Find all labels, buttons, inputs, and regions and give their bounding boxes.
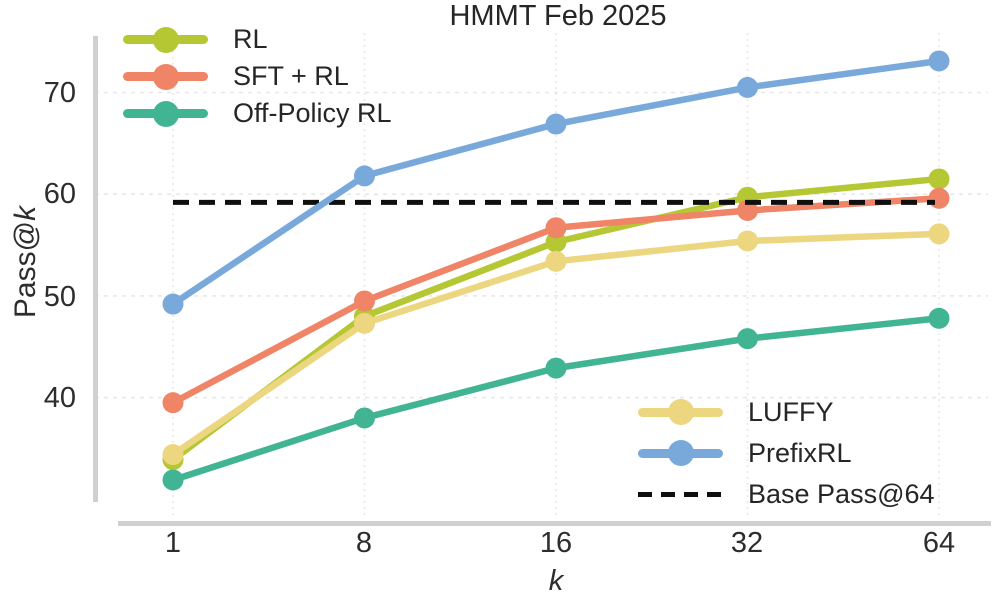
data-point-off-policy-rl-k16	[545, 357, 567, 379]
y-tick-50: 50	[43, 281, 76, 313]
data-point-sft-rl-k16	[545, 217, 567, 239]
legend-label-rl: RL	[233, 24, 268, 54]
data-point-rl-k64	[928, 168, 950, 190]
data-point-off-policy-rl-k8	[354, 407, 375, 429]
data-point-luffy-k1	[162, 444, 184, 466]
x-tick-1: 1	[164, 527, 182, 559]
x-tick-8: 8	[355, 527, 373, 559]
x-tick-32: 32	[730, 527, 764, 559]
legend-item-rl: RL	[123, 25, 392, 54]
rl-series-marker	[123, 26, 208, 54]
data-point-off-policy-rl-k1	[162, 469, 184, 491]
legend-label-sft-rl: SFT + RL	[233, 61, 349, 91]
data-point-prefixrl-k8	[354, 165, 375, 187]
x-axis-label: k	[548, 565, 564, 597]
legend-item-sft-rl: SFT + RL	[123, 62, 392, 91]
data-point-luffy-k64	[928, 223, 950, 245]
data-point-sft-rl-k64	[928, 187, 950, 209]
data-point-sft-rl-k1	[162, 392, 184, 414]
data-point-sft-rl-k8	[354, 290, 375, 312]
y-tick-60: 60	[43, 178, 76, 210]
chart-title: HMMT Feb 2025	[449, 0, 667, 32]
legend-item-prefixrl: PrefixRL	[638, 438, 935, 468]
x-tick-64: 64	[922, 527, 956, 559]
legend-label-luffy: LUFFY	[748, 396, 834, 427]
data-point-prefixrl-k64	[928, 50, 950, 72]
prefixrl-series-marker	[638, 439, 723, 467]
luffy-series-marker	[638, 398, 723, 426]
data-point-prefixrl-k16	[545, 113, 567, 135]
data-point-luffy-k8	[354, 312, 375, 334]
legend-label-prefixrl: PrefixRL	[748, 437, 852, 468]
data-point-sft-rl-k32	[737, 199, 758, 221]
y-tick-40: 40	[43, 382, 76, 414]
data-point-off-policy-rl-k64	[928, 307, 950, 329]
data-point-prefixrl-k32	[737, 76, 758, 98]
base-pass-64-dashed-marker	[638, 480, 723, 508]
x-tick-16: 16	[539, 527, 573, 559]
sft-rl-series-marker	[123, 63, 208, 91]
data-point-luffy-k32	[737, 230, 758, 252]
off-policy-rl-series-marker	[123, 100, 208, 128]
legend-label-base-pass-64: Base Pass@64	[748, 478, 935, 509]
data-point-off-policy-rl-k32	[737, 328, 758, 350]
data-point-prefixrl-k1	[162, 293, 184, 315]
y-tick-70: 70	[43, 77, 76, 109]
legend-item-base-pass-64: Base Pass@64	[638, 479, 935, 509]
legend-item-luffy: LUFFY	[638, 397, 935, 427]
data-point-luffy-k16	[545, 250, 567, 272]
legend-bottom-right: LUFFY PrefixRL Base Pass@64	[638, 397, 935, 509]
legend-item-off-policy-rl: Off-Policy RL	[123, 99, 392, 128]
legend-label-off-policy-rl: Off-Policy RL	[233, 98, 392, 128]
legend-top-left: RL SFT + RL Off-Policy RL	[123, 25, 392, 128]
